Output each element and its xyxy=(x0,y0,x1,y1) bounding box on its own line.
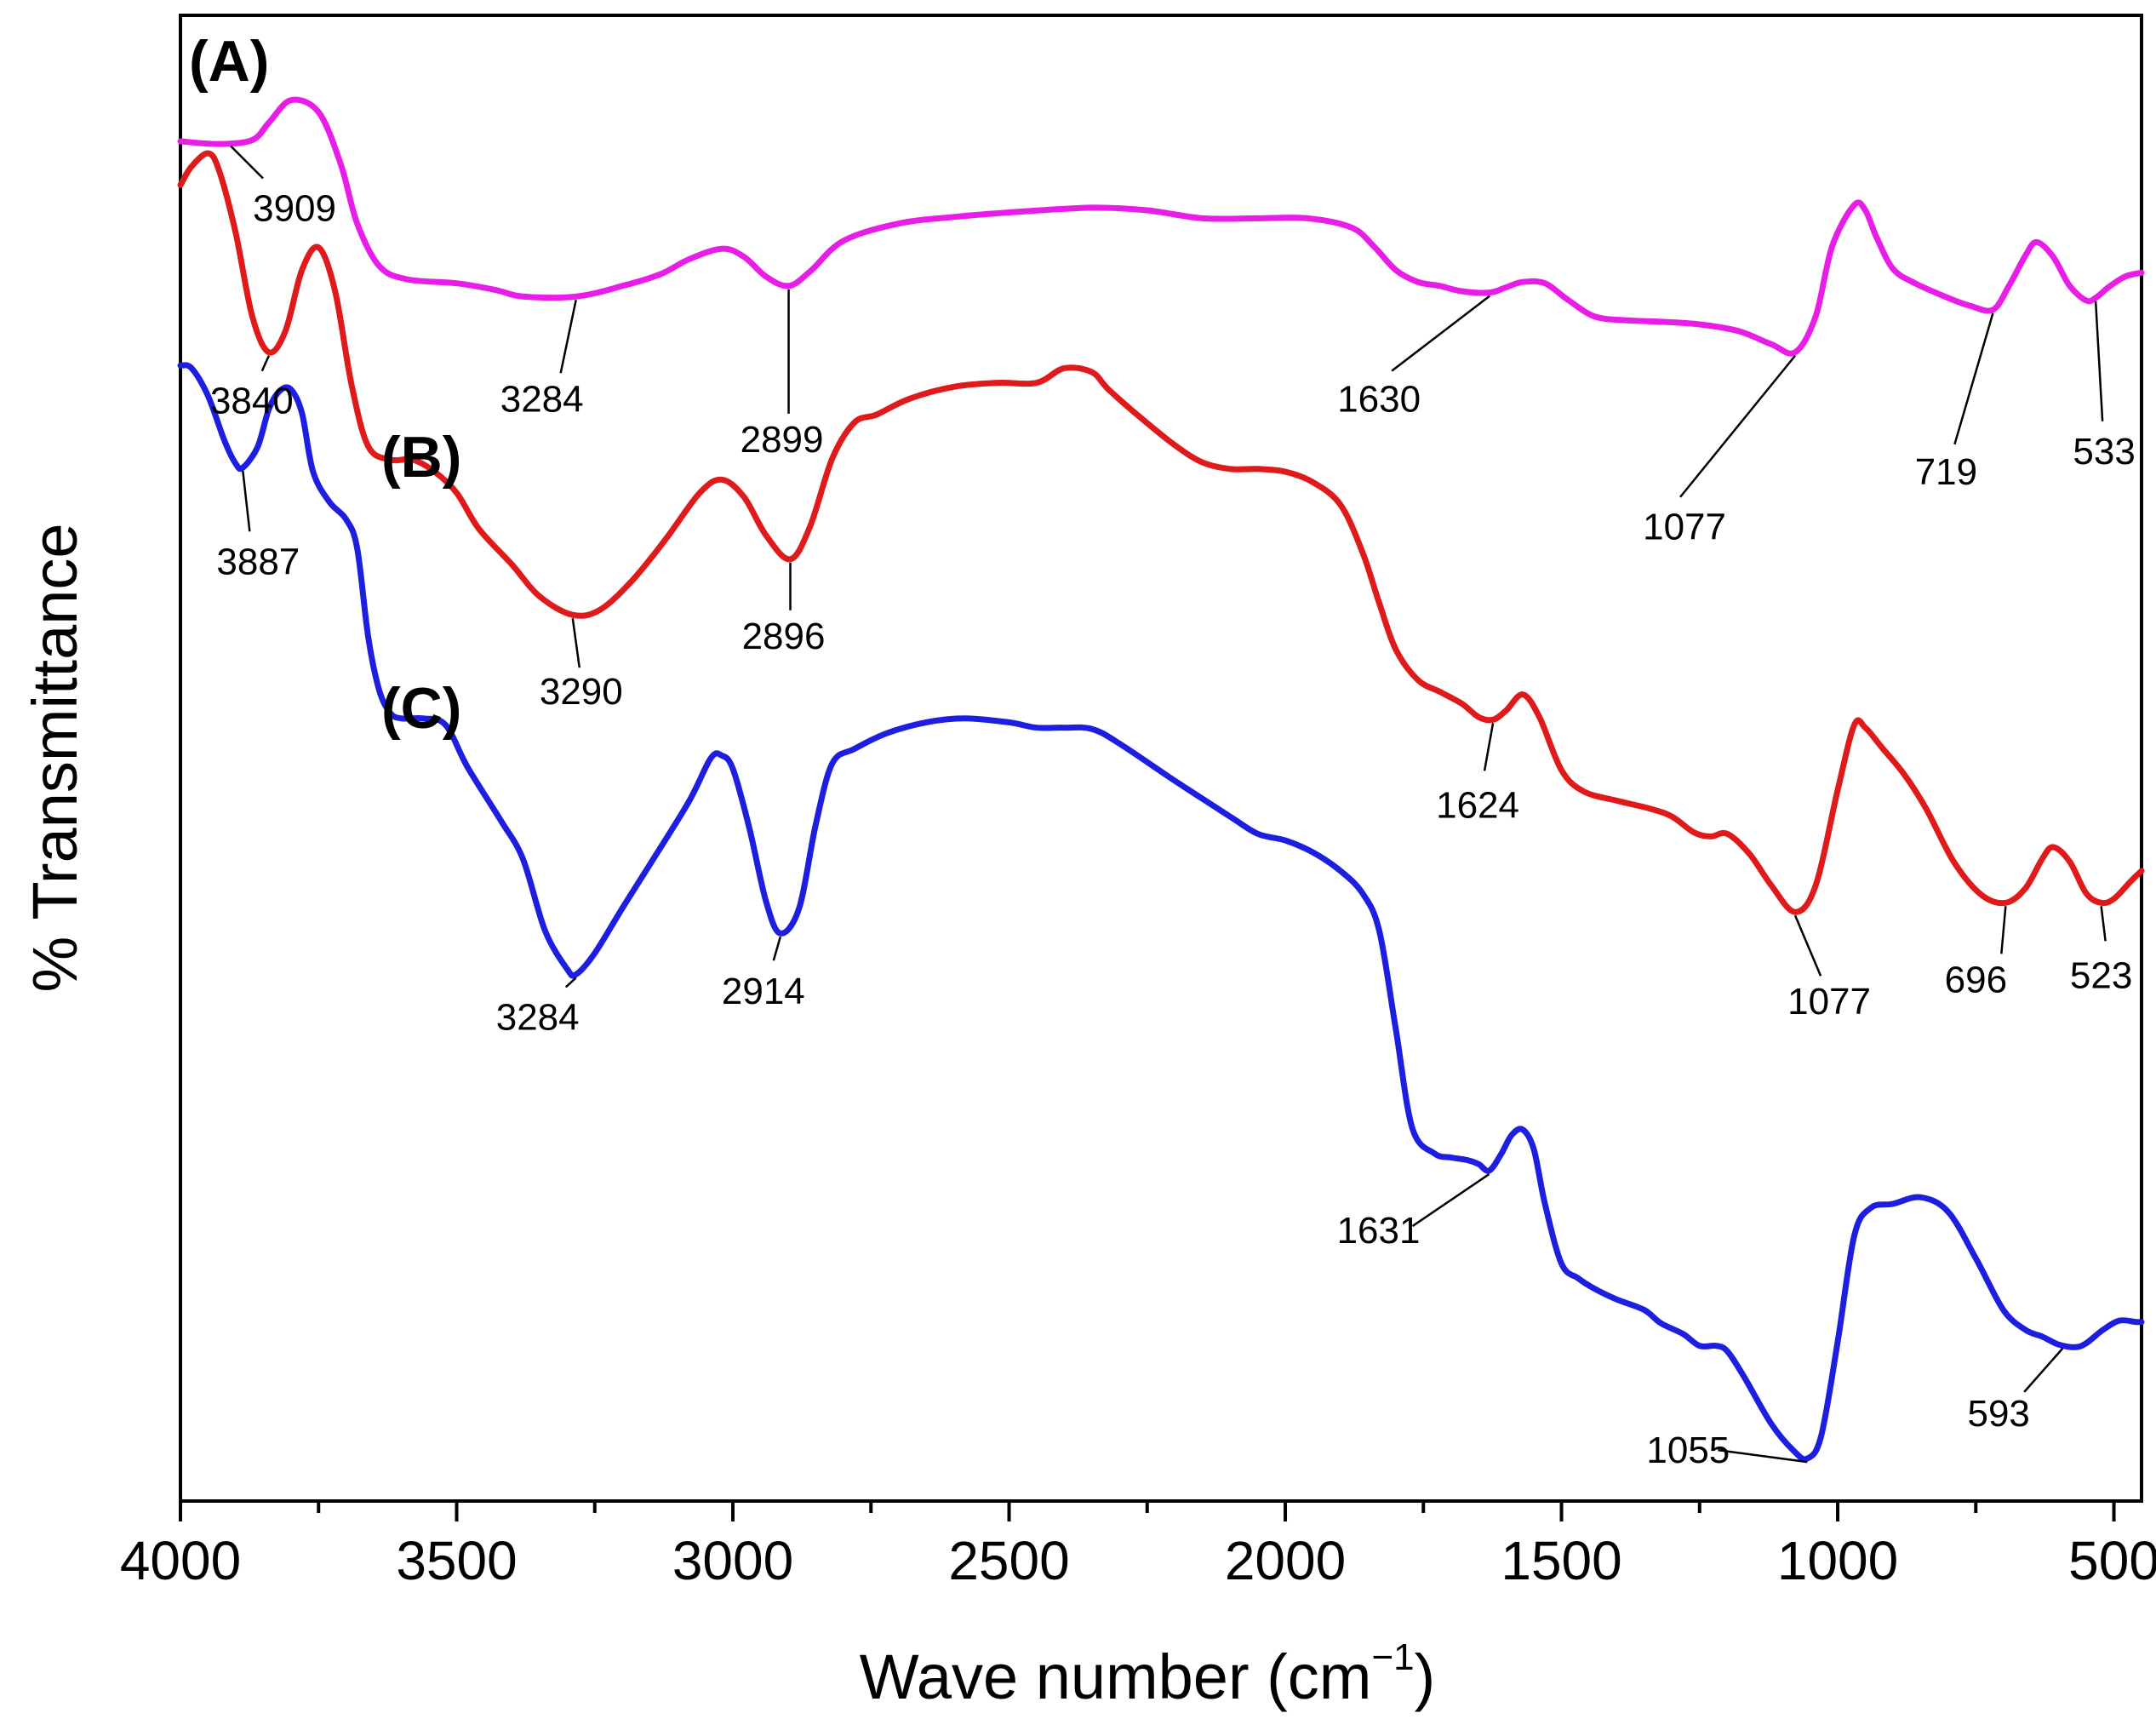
peak-label: 523 xyxy=(2070,954,2132,996)
x-axis-title-close: ) xyxy=(1415,1642,1436,1712)
spectrum-line-b xyxy=(177,150,2145,915)
peak-label: 3909 xyxy=(253,187,336,229)
panel-label: (B) xyxy=(381,425,461,490)
x-tick-label: 1500 xyxy=(1501,1530,1621,1591)
peak-label: 1630 xyxy=(1337,379,1421,421)
peak-leader-line xyxy=(260,355,270,372)
peak-label: 1624 xyxy=(1436,784,1519,826)
peak-leader-line xyxy=(571,618,581,668)
peak-leader-line xyxy=(564,977,577,988)
x-axis-title: Wave number (cm−1) xyxy=(860,1636,1436,1712)
panel-label: (A) xyxy=(189,29,269,94)
spectrum-line-a xyxy=(177,96,2145,357)
peak-label: 1077 xyxy=(1787,981,1871,1023)
plot-frame xyxy=(179,14,2143,1503)
peak-label: 593 xyxy=(1967,1393,2029,1435)
peak-leader-line xyxy=(242,471,251,532)
x-tick-label: 2000 xyxy=(1225,1530,1346,1591)
panel-label: (C) xyxy=(381,676,461,741)
peak-leader-line xyxy=(1953,312,1994,445)
peak-leader-line xyxy=(230,145,264,180)
peak-label: 719 xyxy=(1915,451,1977,493)
peak-label: 3887 xyxy=(216,541,300,582)
peak-leader-line xyxy=(1679,354,1797,498)
x-axis-title-main: Wave number (cm xyxy=(860,1642,1372,1712)
x-tick-label: 3500 xyxy=(396,1530,517,1591)
peak-label: 533 xyxy=(2073,431,2135,473)
peak-label: 2899 xyxy=(741,419,824,461)
peak-leader-line xyxy=(2023,1348,2064,1393)
peak-label: 3284 xyxy=(496,996,580,1038)
peak-label: 1055 xyxy=(1646,1430,1730,1471)
peak-label: 1077 xyxy=(1643,507,1726,548)
peak-label: 1631 xyxy=(1337,1210,1421,1252)
peak-leader-line xyxy=(1411,1173,1490,1228)
peak-annotations: 3909 3284 2899 1630 1077 719 533 3840 3290 2896 16… xyxy=(210,145,2136,1471)
spectra xyxy=(177,96,2145,1463)
y-axis-title: % Transmittance xyxy=(20,523,90,992)
x-tick-label: 1000 xyxy=(1777,1530,1898,1591)
x-tick-label: 4000 xyxy=(120,1530,241,1591)
peak-label: 3284 xyxy=(500,378,584,420)
peak-label: 2914 xyxy=(722,971,805,1012)
x-tick-label: 3000 xyxy=(672,1530,793,1591)
panel-labels: (A) (B) (C) xyxy=(189,29,461,741)
spectrum-line-c xyxy=(177,362,2145,1463)
peak-leader-line xyxy=(2000,906,2007,954)
peak-label: 3290 xyxy=(540,671,623,713)
peak-leader-line xyxy=(1718,1448,1808,1464)
peak-leader-line xyxy=(772,936,782,961)
x-tick-label: 500 xyxy=(2068,1530,2156,1591)
peak-leader-line xyxy=(1391,295,1490,372)
peak-label: 696 xyxy=(1945,959,2007,1000)
x-axis-tick-labels: 4000 3500 3000 2500 2000 1500 1000 500 xyxy=(120,1530,2156,1591)
x-axis-ticks xyxy=(179,1501,2116,1521)
peak-leader-line xyxy=(1793,914,1822,977)
peak-leader-line xyxy=(559,300,577,374)
x-axis-title-superscript: −1 xyxy=(1371,1636,1414,1678)
peak-label: 2896 xyxy=(742,616,826,657)
peak-label: 3840 xyxy=(210,381,294,422)
peak-leader-line xyxy=(1483,723,1495,771)
peak-leader-line xyxy=(2094,301,2104,421)
peak-leader-line xyxy=(2100,906,2107,942)
x-tick-label: 2500 xyxy=(948,1530,1069,1591)
